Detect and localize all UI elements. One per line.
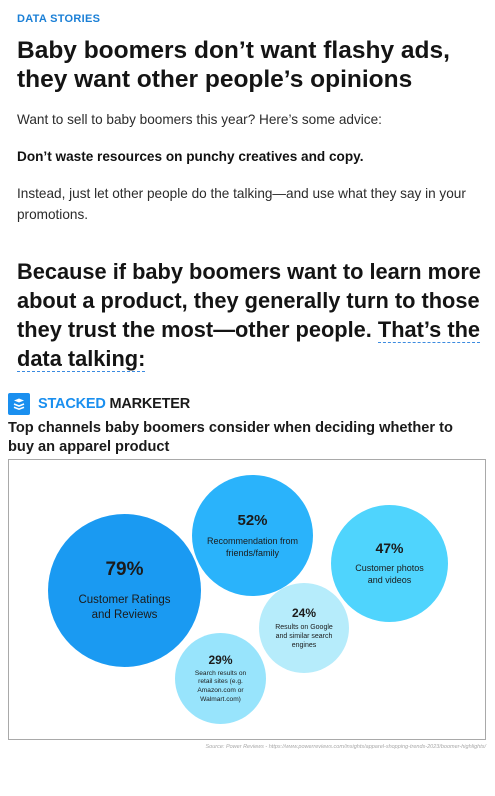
callout-heading: Because if baby boomers want to learn mo…: [17, 257, 487, 373]
bubble-retail: 29% Search results on retail sites (e.g.…: [175, 633, 266, 724]
chart-title: Top channels baby boomers consider when …: [8, 420, 453, 455]
article-headline: Baby boomers don’t want flashy ads, they…: [17, 37, 450, 93]
bubble-recommendation-value: 52%: [237, 511, 268, 529]
bubble-photos-value: 47%: [375, 540, 404, 557]
brand-name-part1: STACKED: [38, 396, 106, 412]
instead-paragraph: Instead, just let other people do the ta…: [17, 186, 466, 222]
callout-text: Because if baby boomers want to learn mo…: [17, 259, 481, 342]
bubble-chart: 79% Customer Ratings and Reviews 52% Rec…: [8, 459, 486, 740]
bubble-reviews: 79% Customer Ratings and Reviews: [48, 514, 201, 667]
bubble-recommendation-label: Recommendation from friends/family: [206, 535, 299, 558]
bubble-photos-label: Customer photos and videos: [355, 563, 424, 585]
bubble-google-label: Results on Google and similar search eng…: [275, 623, 333, 650]
bubble-retail-value: 29%: [208, 652, 233, 667]
section-kicker[interactable]: DATA STORIES: [17, 13, 101, 25]
brand-logo: STACKED MARKETER: [8, 392, 190, 416]
bubble-reviews-label: Customer Ratings and Reviews: [78, 593, 171, 621]
bubble-google-value: 24%: [291, 605, 317, 620]
brand-name: STACKED MARKETER: [38, 396, 190, 412]
layers-icon: [8, 393, 30, 415]
bubble-photos: 47% Customer photos and videos: [331, 505, 448, 622]
advice-paragraph: Don’t waste resources on punchy creative…: [17, 149, 364, 164]
intro-paragraph: Want to sell to baby boomers this year? …: [17, 112, 382, 127]
bubble-recommendation: 52% Recommendation from friends/family: [192, 475, 313, 596]
brand-name-part2: MARKETER: [105, 396, 191, 412]
source-note[interactable]: Source: Power Reviews - https://www.powe…: [205, 744, 486, 750]
bubble-reviews-value: 79%: [105, 558, 144, 580]
bubble-google: 24% Results on Google and similar search…: [259, 583, 349, 673]
data-talking-link[interactable]: That’s the data talking:: [17, 317, 481, 372]
bubble-retail-label: Search results on retail sites (e.g. Ama…: [194, 669, 247, 703]
